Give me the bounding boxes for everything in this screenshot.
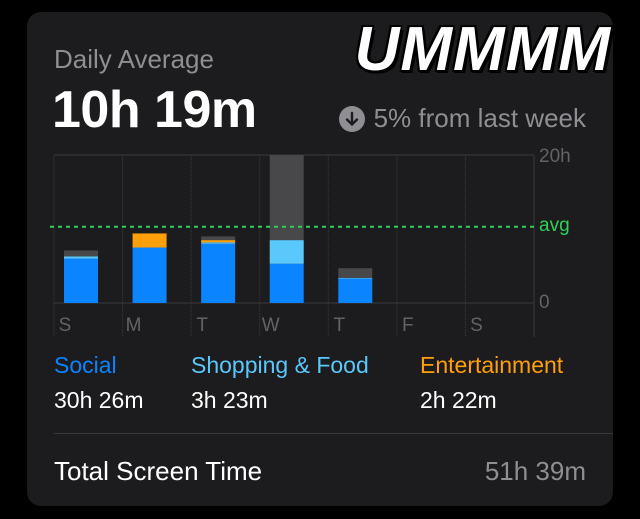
- category-name: Entertainment: [420, 352, 564, 378]
- category-entertainment[interactable]: Entertainment 2h 22m: [420, 352, 563, 414]
- y-tick-label-zero: 0: [539, 292, 550, 313]
- bar-segment: [338, 277, 373, 279]
- bar-segment: [201, 240, 236, 243]
- category-time: 30h 26m: [54, 387, 144, 413]
- overlay-caption: UMMMM: [354, 15, 611, 84]
- bar-segment: [269, 240, 304, 264]
- y-tick-label-max: 20h: [539, 146, 571, 167]
- x-tick-label: M: [125, 315, 142, 336]
- total-screen-time-label: Total Screen Time: [54, 456, 263, 486]
- bar-segment: [64, 250, 98, 257]
- weekly-change: 5% from last week: [338, 103, 586, 134]
- bar-segment: [201, 242, 236, 244]
- category-name: Shopping & Food: [191, 352, 369, 378]
- x-tick-label: F: [402, 315, 414, 336]
- category-time: 3h 23m: [191, 387, 268, 413]
- total-screen-time-value: 51h 39m: [484, 456, 586, 486]
- x-tick-label: S: [470, 315, 483, 336]
- category-shopping-food[interactable]: Shopping & Food 3h 23m: [191, 352, 369, 414]
- bar-segment: [132, 233, 167, 248]
- daily-average-label: Daily Average: [54, 44, 214, 74]
- category-name: Social: [54, 352, 117, 378]
- average-label: avg: [539, 214, 570, 236]
- bar-segment: [269, 263, 304, 303]
- bar-segment: [338, 278, 373, 303]
- chart-svg: [50, 154, 538, 337]
- category-time: 2h 22m: [420, 387, 497, 413]
- bar-segment: [64, 256, 98, 259]
- bar-segment: [64, 258, 98, 303]
- arrow-down-circle-icon: [338, 105, 365, 132]
- x-tick-label: T: [196, 315, 208, 336]
- daily-average-value: 10h 19m: [52, 81, 257, 139]
- bar-segment: [338, 268, 373, 278]
- weekly-change-text: 5% from last week: [373, 103, 586, 133]
- category-breakdown: Social 30h 26m Shopping & Food 3h 23m En…: [27, 352, 613, 422]
- category-social[interactable]: Social 30h 26m: [54, 352, 144, 414]
- bar-segment: [201, 236, 236, 241]
- x-tick-label: S: [58, 315, 72, 336]
- x-tick-label: T: [333, 315, 346, 336]
- daily-usage-chart[interactable]: 20h 0 avg S M T W T F S: [27, 12, 613, 352]
- bar-segment: [201, 243, 236, 303]
- bar-segment: [132, 247, 167, 303]
- screen-time-card[interactable]: Daily Average 10h 19m 5% from last week …: [27, 12, 613, 506]
- divider: [54, 433, 613, 434]
- x-tick-label: W: [261, 315, 280, 336]
